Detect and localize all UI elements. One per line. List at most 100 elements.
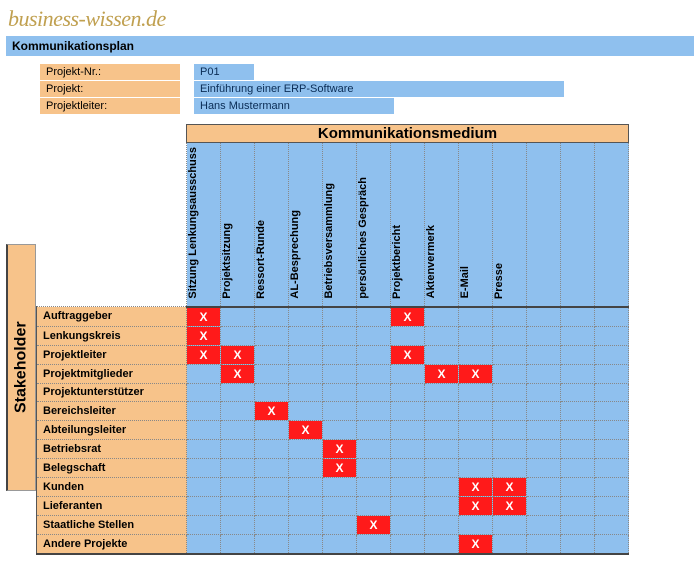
matrix-cell[interactable] xyxy=(323,364,357,383)
matrix-cell[interactable] xyxy=(255,383,289,401)
matrix-cell[interactable] xyxy=(255,420,289,439)
matrix-cell[interactable] xyxy=(221,420,255,439)
matrix-cell[interactable] xyxy=(493,420,527,439)
matrix-cell[interactable] xyxy=(323,496,357,515)
matrix-cell[interactable] xyxy=(493,345,527,364)
matrix-cell[interactable] xyxy=(391,401,425,420)
matrix-cell[interactable] xyxy=(425,307,459,327)
matrix-cell[interactable] xyxy=(527,383,561,401)
matrix-cell[interactable]: X xyxy=(323,439,357,458)
matrix-cell[interactable] xyxy=(323,383,357,401)
matrix-cell[interactable] xyxy=(323,515,357,534)
matrix-cell[interactable] xyxy=(493,401,527,420)
matrix-cell[interactable] xyxy=(357,534,391,554)
matrix-cell[interactable] xyxy=(425,515,459,534)
matrix-cell[interactable] xyxy=(323,477,357,496)
matrix-cell[interactable] xyxy=(323,326,357,345)
matrix-cell[interactable] xyxy=(527,364,561,383)
matrix-cell[interactable]: X xyxy=(221,364,255,383)
matrix-cell[interactable] xyxy=(221,515,255,534)
matrix-cell[interactable] xyxy=(595,439,629,458)
matrix-cell[interactable] xyxy=(425,477,459,496)
matrix-cell[interactable] xyxy=(255,345,289,364)
matrix-cell[interactable]: X xyxy=(391,307,425,327)
matrix-cell[interactable] xyxy=(289,534,323,554)
matrix-cell[interactable] xyxy=(391,326,425,345)
matrix-cell[interactable] xyxy=(187,458,221,477)
matrix-cell[interactable] xyxy=(357,383,391,401)
matrix-cell[interactable] xyxy=(255,458,289,477)
matrix-cell[interactable] xyxy=(595,401,629,420)
matrix-cell[interactable] xyxy=(255,496,289,515)
matrix-cell[interactable] xyxy=(391,439,425,458)
matrix-cell[interactable] xyxy=(357,345,391,364)
matrix-cell[interactable] xyxy=(459,458,493,477)
matrix-cell[interactable] xyxy=(187,401,221,420)
matrix-cell[interactable]: X xyxy=(493,477,527,496)
matrix-cell[interactable] xyxy=(459,515,493,534)
matrix-cell[interactable]: X xyxy=(459,477,493,496)
matrix-cell[interactable] xyxy=(425,326,459,345)
matrix-cell[interactable] xyxy=(595,477,629,496)
matrix-cell[interactable] xyxy=(493,326,527,345)
matrix-cell[interactable] xyxy=(459,383,493,401)
matrix-cell[interactable] xyxy=(561,496,595,515)
matrix-cell[interactable] xyxy=(595,345,629,364)
matrix-cell[interactable] xyxy=(221,383,255,401)
matrix-cell[interactable] xyxy=(255,477,289,496)
matrix-cell[interactable] xyxy=(357,477,391,496)
matrix-cell[interactable] xyxy=(289,326,323,345)
matrix-cell[interactable] xyxy=(187,534,221,554)
matrix-cell[interactable] xyxy=(561,401,595,420)
matrix-cell[interactable] xyxy=(459,345,493,364)
matrix-cell[interactable] xyxy=(493,515,527,534)
matrix-cell[interactable] xyxy=(221,307,255,327)
matrix-cell[interactable] xyxy=(187,515,221,534)
matrix-cell[interactable] xyxy=(357,326,391,345)
matrix-cell[interactable] xyxy=(289,383,323,401)
matrix-cell[interactable] xyxy=(595,326,629,345)
matrix-cell[interactable] xyxy=(289,458,323,477)
matrix-cell[interactable] xyxy=(221,458,255,477)
matrix-cell[interactable]: X xyxy=(459,364,493,383)
matrix-cell[interactable] xyxy=(425,534,459,554)
matrix-cell[interactable] xyxy=(459,439,493,458)
matrix-cell[interactable] xyxy=(561,326,595,345)
matrix-cell[interactable] xyxy=(289,515,323,534)
matrix-cell[interactable] xyxy=(527,534,561,554)
matrix-cell[interactable] xyxy=(561,439,595,458)
matrix-cell[interactable] xyxy=(221,439,255,458)
matrix-cell[interactable] xyxy=(357,458,391,477)
matrix-cell[interactable] xyxy=(323,307,357,327)
matrix-cell[interactable] xyxy=(425,439,459,458)
matrix-cell[interactable] xyxy=(187,383,221,401)
matrix-cell[interactable] xyxy=(493,383,527,401)
matrix-cell[interactable] xyxy=(357,496,391,515)
matrix-cell[interactable] xyxy=(561,515,595,534)
matrix-cell[interactable] xyxy=(221,534,255,554)
matrix-cell[interactable] xyxy=(561,307,595,327)
matrix-cell[interactable] xyxy=(459,401,493,420)
matrix-cell[interactable] xyxy=(561,364,595,383)
matrix-cell[interactable]: X xyxy=(357,515,391,534)
matrix-cell[interactable] xyxy=(391,420,425,439)
matrix-cell[interactable] xyxy=(391,496,425,515)
matrix-cell[interactable]: X xyxy=(187,345,221,364)
matrix-cell[interactable] xyxy=(289,401,323,420)
matrix-cell[interactable] xyxy=(595,496,629,515)
matrix-cell[interactable] xyxy=(323,401,357,420)
matrix-cell[interactable] xyxy=(255,515,289,534)
matrix-cell[interactable]: X xyxy=(221,345,255,364)
matrix-cell[interactable] xyxy=(425,420,459,439)
matrix-cell[interactable]: X xyxy=(459,496,493,515)
matrix-cell[interactable] xyxy=(391,534,425,554)
matrix-cell[interactable] xyxy=(527,401,561,420)
matrix-cell[interactable] xyxy=(561,477,595,496)
matrix-cell[interactable] xyxy=(323,345,357,364)
matrix-cell[interactable] xyxy=(595,534,629,554)
matrix-cell[interactable] xyxy=(527,345,561,364)
matrix-cell[interactable] xyxy=(289,307,323,327)
matrix-cell[interactable]: X xyxy=(493,496,527,515)
matrix-cell[interactable] xyxy=(493,439,527,458)
matrix-cell[interactable] xyxy=(357,439,391,458)
